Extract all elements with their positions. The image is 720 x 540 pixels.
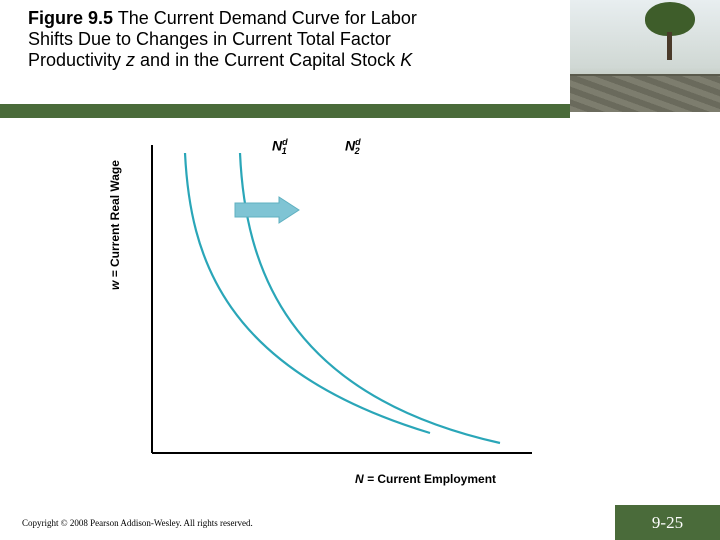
slide-header: Figure 9.5 The Current Demand Curve for …: [0, 0, 720, 112]
copyright-text: Copyright © 2008 Pearson Addison-Wesley.…: [22, 518, 253, 528]
slide-footer: Copyright © 2008 Pearson Addison-Wesley.…: [0, 510, 720, 540]
page-number: 9-25: [615, 505, 720, 540]
demand-curve-1: [185, 153, 430, 433]
figure-title-line2: Shifts Due to Changes in Current Total F…: [28, 29, 391, 49]
demand-curve-chart: w = Current Real Wage Nd1 Nd2 N = Curren…: [130, 135, 560, 480]
curve-label-n1d: Nd1: [272, 137, 287, 156]
header-accent-bar: [0, 104, 570, 118]
figure-title-line1: The Current Demand Curve for Labor: [113, 8, 417, 28]
x-axis-label: N = Current Employment: [355, 472, 496, 486]
curve-label-n2d: Nd2: [345, 137, 360, 156]
stone-wall-graphic: [570, 74, 720, 112]
variable-z: z: [126, 50, 135, 70]
chart-svg: [130, 135, 560, 480]
figure-title-line3b: and in the Current Capital Stock: [135, 50, 400, 70]
figure-title: Figure 9.5 The Current Demand Curve for …: [28, 8, 538, 71]
figure-title-line3a: Productivity: [28, 50, 126, 70]
variable-k: K: [400, 50, 412, 70]
figure-label: Figure 9.5: [28, 8, 113, 28]
decorative-photo: [570, 0, 720, 112]
y-axis-label: w = Current Real Wage: [108, 160, 122, 290]
